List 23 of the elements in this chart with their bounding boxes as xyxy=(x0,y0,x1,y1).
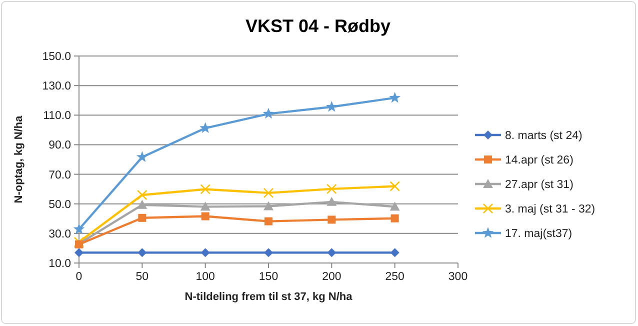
y-tick-label: 10.0 xyxy=(48,258,71,270)
y-tick-label: 30.0 xyxy=(48,228,71,240)
x-tick-label: 250 xyxy=(385,271,404,283)
y-tick-label: 90.0 xyxy=(48,140,71,152)
legend-label: 27.apr (st 31) xyxy=(505,179,574,191)
legend-label: 8. marts (st 24) xyxy=(505,130,582,142)
x-tick-label: 150 xyxy=(258,271,278,283)
x-tick-label: 200 xyxy=(322,271,342,283)
x-tick-label: 0 xyxy=(76,271,82,283)
legend-label: 3. maj (st 31 - 32) xyxy=(505,204,596,216)
y-tick-label: 130.0 xyxy=(42,80,71,93)
x-tick-label: 300 xyxy=(448,271,468,283)
x-tick-label: 50 xyxy=(136,271,149,283)
legend-label: 14.apr (st 26) xyxy=(505,154,574,166)
x-tick-label: 100 xyxy=(196,271,215,283)
legend-label: 17. maj(st37) xyxy=(505,228,572,240)
y-tick-label: 70.0 xyxy=(48,169,71,182)
x-axis-title: N-tildeling frem til st 37, kg N/ha xyxy=(184,291,354,303)
y-tick-label: 150.0 xyxy=(42,51,71,63)
y-tick-label: 110.0 xyxy=(43,110,71,122)
y-axis-title: N-optag, kg N/ha xyxy=(13,114,25,204)
y-tick-label: 50.0 xyxy=(48,198,71,211)
chart-title: VKST 04 - Rødby xyxy=(245,16,391,36)
